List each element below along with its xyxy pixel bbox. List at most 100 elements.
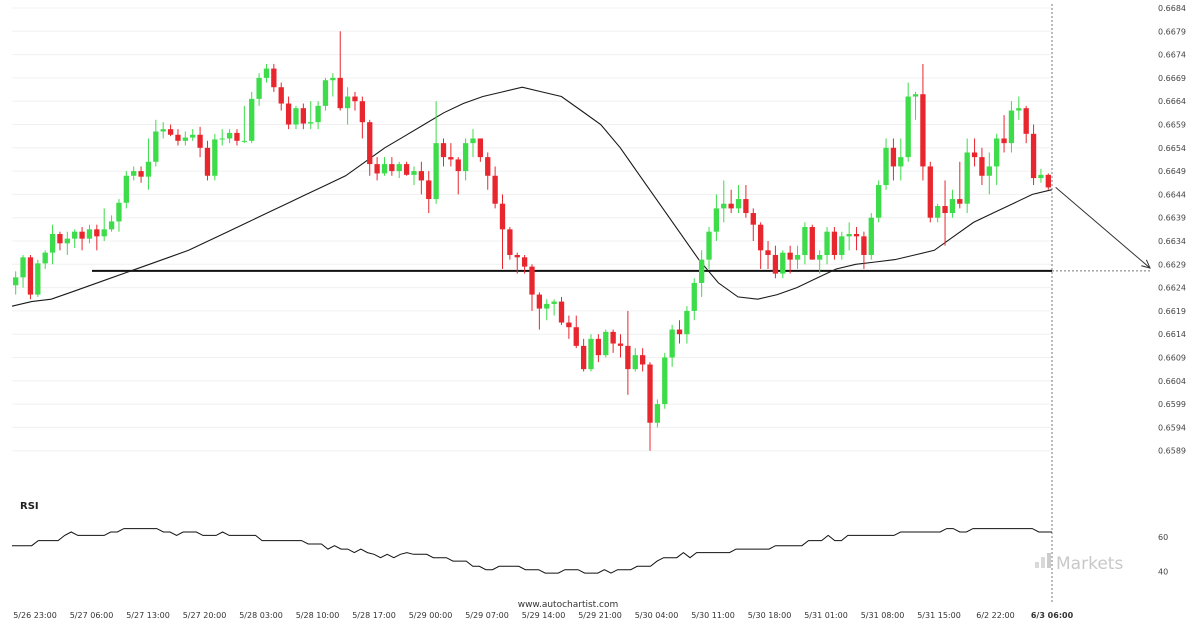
candle-body [691,282,697,311]
candle-body [226,132,233,139]
candle [27,254,34,300]
rsi-tick-label: 40 [1158,567,1168,576]
candle [610,329,616,353]
candle-body [330,77,336,81]
candle-body [271,68,277,88]
candle-body [389,164,395,172]
candle [824,227,830,265]
candle-body [632,355,638,370]
candle [654,399,661,428]
candle [411,166,417,186]
candle [190,129,196,141]
candle [544,299,550,321]
candle-body [79,231,85,239]
candle-body [344,96,351,109]
candle [94,224,100,251]
candle-body [499,203,506,230]
price-tick-label: 0.6649 [1158,167,1186,176]
candle [86,224,93,244]
candle [293,105,299,130]
candle [573,315,579,349]
candle [13,271,19,295]
candle-body [647,364,653,423]
price-tick-label: 0.6659 [1158,121,1186,130]
projection-arrow [1055,187,1151,269]
price-tick-label: 0.6599 [1158,400,1186,409]
candle [271,63,277,92]
candle [691,278,697,321]
candle [1016,96,1022,120]
time-tick-label: 5/29 14:00 [522,611,566,620]
candle [182,131,188,146]
candle-body [558,301,565,323]
candle [625,310,631,395]
candle [175,129,181,146]
candle-body [212,139,218,176]
candle-body [750,213,756,225]
candle-body [440,143,447,158]
candle [831,227,838,260]
candle [927,161,933,223]
candle-body [485,157,491,176]
rsi-tick-label: 60 [1158,533,1168,542]
candle [868,213,874,260]
candle [470,129,476,158]
candle-body [308,122,314,124]
price-axis: 0.6684 0.6679 0.6674 0.6669 0.6664 0.6659 0.66… [1158,4,1186,456]
candle [64,231,70,255]
candle [898,138,904,181]
candle-body [13,277,19,286]
candle-body [846,234,852,237]
candle [389,157,395,176]
candle [42,250,48,269]
candle [721,180,727,223]
candle-body [595,338,602,356]
time-axis: 5/26 23:00 5/27 06:00 5/27 13:00 5/27 20:00… [13,611,1073,620]
projection-line [1055,187,1151,269]
price-tick-label: 0.6634 [1158,237,1186,246]
candle-body [912,94,919,97]
candle-body [772,254,779,274]
candle-body [175,134,181,141]
candle-body [544,303,550,309]
candle [780,250,786,279]
candle [905,82,911,162]
candle-body [728,203,734,209]
candle [160,122,166,139]
candle-body [802,227,808,255]
candle-body [337,77,343,109]
price-tick-label: 0.6609 [1158,354,1186,363]
candle-body [204,147,211,176]
candle-body [116,202,122,222]
brand-logo-icon [1035,553,1051,568]
candle-body [794,254,801,260]
candle-body [603,331,609,356]
candle-body [625,345,631,370]
candle [226,129,233,144]
candle-body [160,129,166,132]
time-tick-label: 5/28 10:00 [296,611,340,620]
candle [492,166,498,209]
candle [330,73,336,97]
candle-body [167,129,174,135]
candle [455,157,461,195]
candle [300,103,307,130]
candle-body [957,199,963,204]
brand-watermark: Markets [1035,553,1123,574]
candle-body [971,152,978,158]
price-tick-label: 0.6639 [1158,214,1186,223]
candle [603,329,609,358]
candle-body [639,355,646,365]
candle-body [101,229,107,237]
candle-body [573,327,579,346]
candle [101,208,107,241]
candle-body [787,252,793,260]
candle-body [64,238,70,244]
candle-body [470,138,476,144]
rsi-panel: RSI 60 40 [12,501,1168,576]
candle-body [86,229,93,239]
candle-body [942,206,948,214]
price-tick-label: 0.6674 [1158,51,1186,60]
moving-average-path [11,86,1053,307]
candle [359,96,366,139]
